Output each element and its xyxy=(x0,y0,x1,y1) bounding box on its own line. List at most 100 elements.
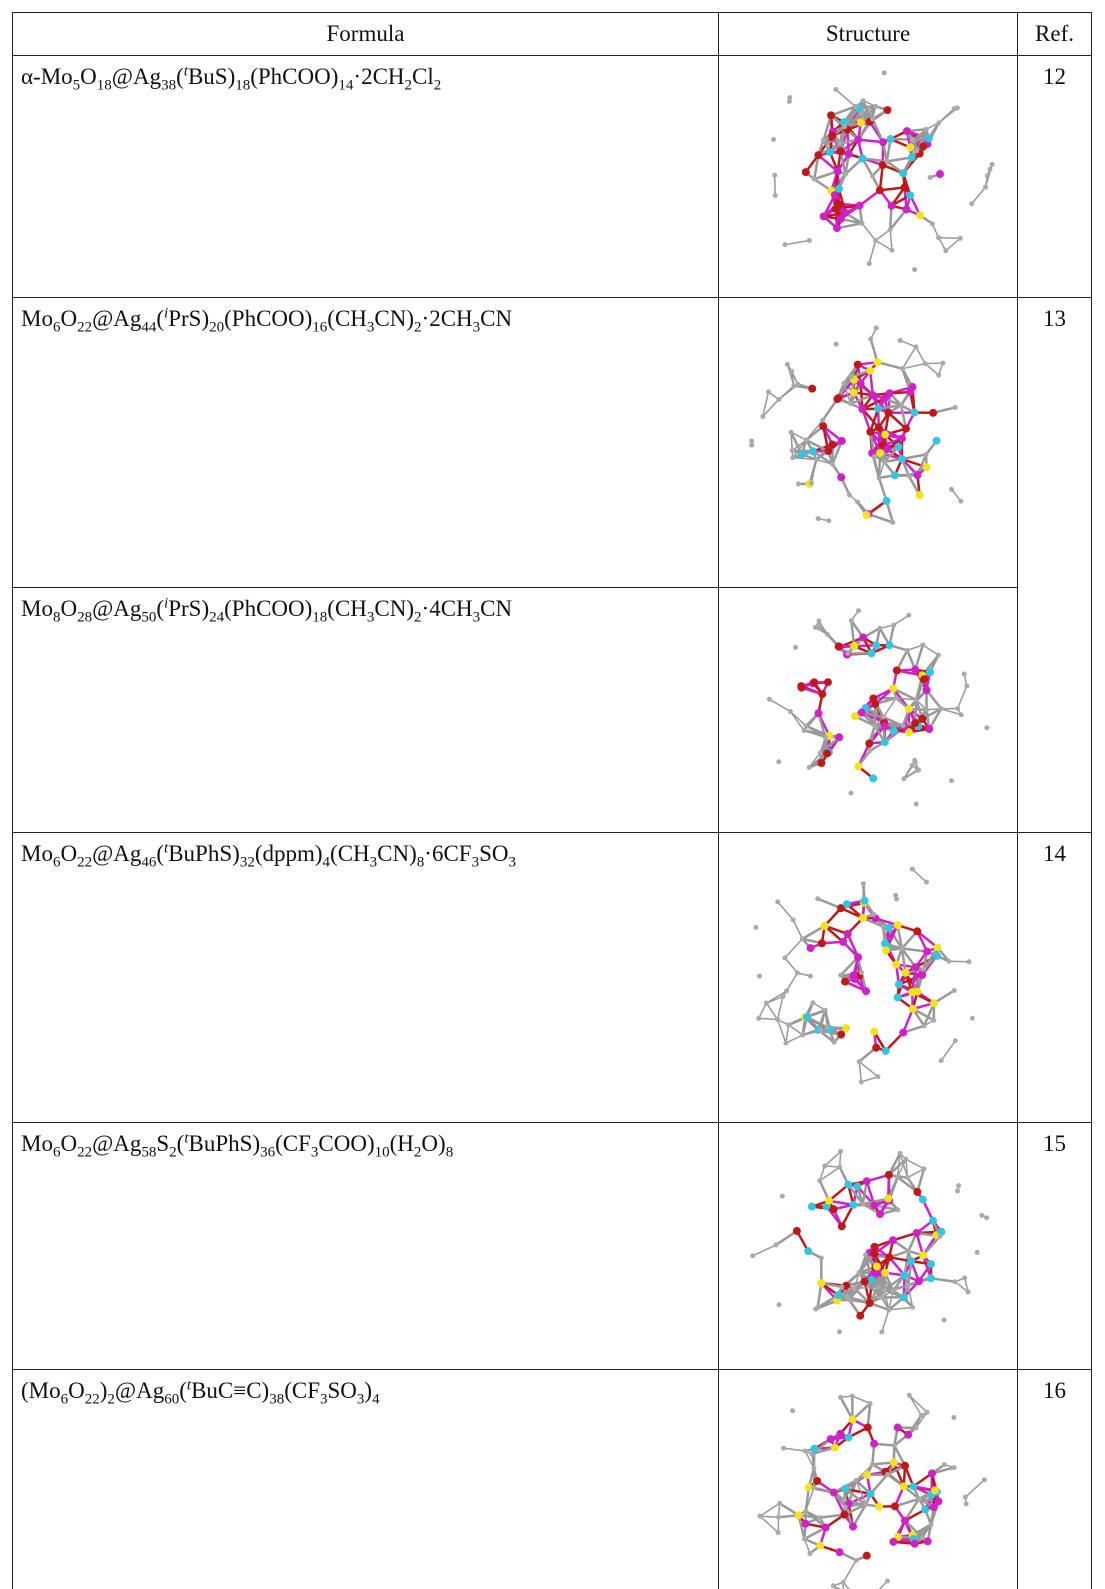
atom xyxy=(933,436,941,444)
atom xyxy=(847,492,852,497)
atom xyxy=(985,173,990,178)
atom xyxy=(951,1415,956,1420)
atom xyxy=(798,683,806,691)
atom xyxy=(859,110,864,115)
atom xyxy=(907,1392,912,1397)
atom xyxy=(979,1212,984,1217)
atom xyxy=(909,1482,917,1490)
atom xyxy=(795,970,800,975)
atom xyxy=(921,966,926,971)
atom xyxy=(804,723,809,728)
atom xyxy=(841,1484,849,1492)
atom xyxy=(858,154,866,162)
atom xyxy=(836,1548,844,1556)
atom xyxy=(760,414,765,419)
atom xyxy=(831,191,839,199)
atom xyxy=(775,899,780,904)
atom xyxy=(814,457,819,462)
atom xyxy=(800,1032,805,1037)
atom xyxy=(804,437,809,442)
formula-part: @Ag xyxy=(92,596,141,621)
formula-part: (CH xyxy=(327,596,367,621)
atom xyxy=(900,366,905,371)
atom xyxy=(856,608,861,613)
formula-part: ) xyxy=(364,1378,372,1403)
atom xyxy=(939,706,944,711)
header-cell: Structure xyxy=(719,13,1018,56)
table-row: Mo8O28@Ag50(iPrS)24(PhCOO)18(CH3CN)2·4CH… xyxy=(13,588,1092,833)
atom xyxy=(876,186,884,194)
atom xyxy=(958,235,963,240)
atom xyxy=(863,1177,871,1185)
formula-part: PrS) xyxy=(168,306,209,331)
atom xyxy=(982,1477,987,1482)
atom xyxy=(915,767,920,772)
atom xyxy=(901,183,909,191)
formula-part: 4 xyxy=(323,855,331,871)
formula-part: 38 xyxy=(269,1392,284,1408)
atom xyxy=(873,358,881,366)
atom xyxy=(854,762,862,770)
table-row: (Mo6O22)2@Ag60(tBuC≡C)38(CF3SO3)416 xyxy=(13,1370,1092,1589)
atom xyxy=(885,1578,890,1583)
atom xyxy=(906,1282,911,1287)
atom xyxy=(910,866,915,871)
atom xyxy=(793,1226,801,1234)
atom xyxy=(922,1023,927,1028)
bond xyxy=(862,223,876,240)
atom xyxy=(970,1015,975,1020)
formula-part: O xyxy=(60,1131,77,1156)
bond xyxy=(753,1245,776,1256)
atom xyxy=(828,131,836,139)
atom xyxy=(929,1216,937,1224)
atom xyxy=(863,1470,871,1478)
atom xyxy=(831,1443,839,1451)
atom xyxy=(854,360,862,368)
formula-part: O xyxy=(60,596,77,621)
atom xyxy=(911,1539,919,1547)
atom xyxy=(804,1247,812,1255)
atom xyxy=(816,1541,824,1549)
atom xyxy=(952,1279,957,1284)
atom xyxy=(777,1500,782,1505)
atom xyxy=(904,1430,912,1438)
atom xyxy=(838,1148,843,1153)
atom xyxy=(757,1513,762,1518)
atom xyxy=(875,423,883,431)
formula-part: (PhCOO) xyxy=(224,306,312,331)
atom xyxy=(845,650,850,655)
atom xyxy=(836,1429,844,1437)
formula-part: (dppm) xyxy=(255,841,323,866)
atom xyxy=(877,475,882,480)
atom xyxy=(819,422,827,430)
atom xyxy=(750,1253,755,1258)
atom xyxy=(793,644,798,649)
atom xyxy=(824,447,832,455)
atom xyxy=(811,1485,816,1490)
bond xyxy=(916,346,925,363)
formula-part: ·2CH xyxy=(422,306,473,331)
atom xyxy=(869,774,877,782)
atom xyxy=(830,1205,838,1213)
atom xyxy=(854,1557,859,1562)
formula-part: 24 xyxy=(209,610,224,626)
atom xyxy=(876,448,884,456)
atom xyxy=(910,1304,915,1309)
atom xyxy=(756,1015,761,1020)
formula-part: 6 xyxy=(61,1392,69,1408)
formula-part: (CH xyxy=(330,841,370,866)
bond xyxy=(923,644,939,654)
atom xyxy=(891,1502,899,1510)
atom xyxy=(926,668,934,676)
atom xyxy=(952,1465,957,1470)
formula-part: 4 xyxy=(372,1392,380,1408)
atom xyxy=(882,459,887,464)
atom xyxy=(942,1462,947,1467)
atom xyxy=(842,1024,850,1032)
atom xyxy=(886,1307,891,1312)
atom xyxy=(871,1249,879,1257)
atom xyxy=(876,1210,884,1218)
atom xyxy=(837,473,845,481)
atom xyxy=(952,106,957,111)
atom xyxy=(913,1425,918,1430)
